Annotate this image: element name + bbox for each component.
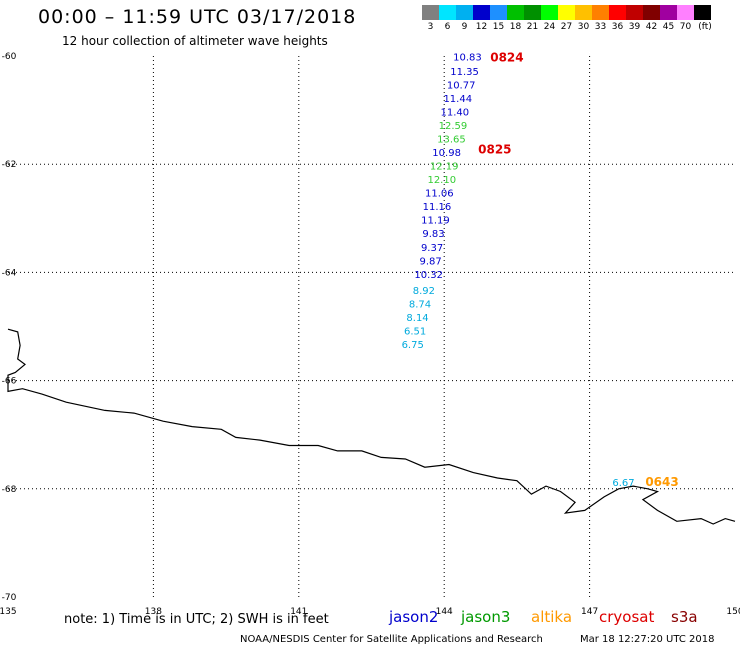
wave-height-value: 12.59 [439, 121, 468, 132]
legend-label: 42 [645, 22, 658, 32]
legend-swatch [541, 5, 558, 20]
legend-label: 18 [509, 22, 522, 32]
legend-label: 45 [662, 22, 675, 32]
wave-height-value: 9.83 [422, 229, 444, 240]
lat-tick-label: -64 [2, 268, 17, 278]
footer-note: note: 1) Time is in UTC; 2) SWH is in fe… [64, 612, 329, 627]
wave-height-value: 11.06 [425, 189, 454, 200]
satellite-cryosat: cryosat [599, 608, 655, 626]
lon-tick-label: 135 [0, 607, 17, 617]
generated-timestamp: Mar 18 12:27:20 UTC 2018 [580, 634, 715, 645]
wave-height-value: 11.44 [443, 94, 472, 105]
wave-height-value: 10.77 [447, 80, 476, 91]
legend-label: (ft) [698, 22, 712, 32]
satellite-jason3: jason3 [461, 608, 511, 626]
lon-tick-label: 144 [436, 607, 453, 617]
wave-height-value: 10.32 [414, 270, 443, 281]
pass-time-label: 0824 [490, 50, 523, 64]
legend-label: 3 [427, 22, 434, 32]
wave-height-value: 12.10 [427, 175, 456, 186]
legend-swatch [439, 5, 456, 20]
pass-time-label: 0825 [478, 142, 511, 156]
pass-time-label: 0643 [645, 475, 678, 489]
legend-swatch [677, 5, 694, 20]
wave-height-value: 11.19 [421, 216, 450, 227]
legend-swatch [524, 5, 541, 20]
wave-height-value: 8.92 [413, 286, 435, 297]
wave-height-value: 6.75 [402, 340, 424, 351]
wave-height-value: 6.51 [404, 327, 426, 338]
legend-swatch [660, 5, 677, 20]
wave-height-value: 8.74 [409, 300, 431, 311]
legend-swatch [490, 5, 507, 20]
legend-swatch [626, 5, 643, 20]
lon-tick-label: 150 [726, 607, 740, 617]
legend-swatch [575, 5, 592, 20]
page-subtitle: 12 hour collection of altimeter wave hei… [62, 34, 328, 48]
lon-tick-label: 147 [581, 607, 598, 617]
legend-label: 6 [444, 22, 451, 32]
wave-height-value: 6.67 [612, 478, 634, 489]
legend-swatch [558, 5, 575, 20]
satellite-altika: altika [531, 608, 573, 626]
legend-label: 27 [560, 22, 573, 32]
satellite-jason2: jason2 [389, 608, 439, 626]
legend-label: 36 [611, 22, 624, 32]
lon-tick-label: 141 [290, 607, 307, 617]
wave-height-value: 11.35 [450, 67, 479, 78]
legend-label: 24 [543, 22, 556, 32]
legend-label: 15 [492, 22, 505, 32]
wave-height-value: 13.65 [437, 135, 466, 146]
legend-label: 33 [594, 22, 607, 32]
legend-label: 30 [577, 22, 590, 32]
lat-tick-label: -70 [2, 593, 17, 603]
lat-tick-label: -62 [2, 160, 17, 170]
coastline [7, 328, 736, 525]
wave-height-value: 11.40 [441, 108, 470, 119]
wave-height-value: 9.37 [421, 243, 443, 254]
lat-tick-label: -66 [2, 377, 17, 387]
lon-tick-label: 138 [145, 607, 162, 617]
page-title: 00:00 – 11:59 UTC 03/17/2018 [38, 6, 357, 28]
wave-height-value: 8.14 [406, 313, 428, 324]
wave-height-value: 10.98 [432, 148, 461, 159]
legend-swatch [609, 5, 626, 20]
color-legend [422, 5, 711, 20]
credit-line: NOAA/NESDIS Center for Satellite Applica… [240, 634, 543, 645]
legend-swatch [643, 5, 660, 20]
wave-height-value: 10.83 [453, 52, 482, 63]
legend-label: 12 [475, 22, 488, 32]
legend-label: 21 [526, 22, 539, 32]
legend-label: 39 [628, 22, 641, 32]
legend-swatch [507, 5, 524, 20]
legend-label: 70 [679, 22, 692, 32]
wave-height-value: 12.19 [430, 162, 459, 173]
legend-swatch [473, 5, 490, 20]
wave-height-value: 11.16 [423, 202, 452, 213]
lat-tick-label: -60 [2, 52, 17, 62]
legend-swatch [592, 5, 609, 20]
wave-height-value: 9.87 [419, 256, 441, 267]
satellite-s3a: s3a [671, 608, 698, 626]
color-legend-labels: 3 6 9 12 15 18 21 24 27 30 33 36 39 42 45 70 (ft) [422, 22, 716, 32]
legend-label: 9 [461, 22, 468, 32]
legend-swatch [694, 5, 711, 20]
lat-tick-label: -68 [2, 485, 17, 495]
legend-swatch [422, 5, 439, 20]
legend-swatch [456, 5, 473, 20]
